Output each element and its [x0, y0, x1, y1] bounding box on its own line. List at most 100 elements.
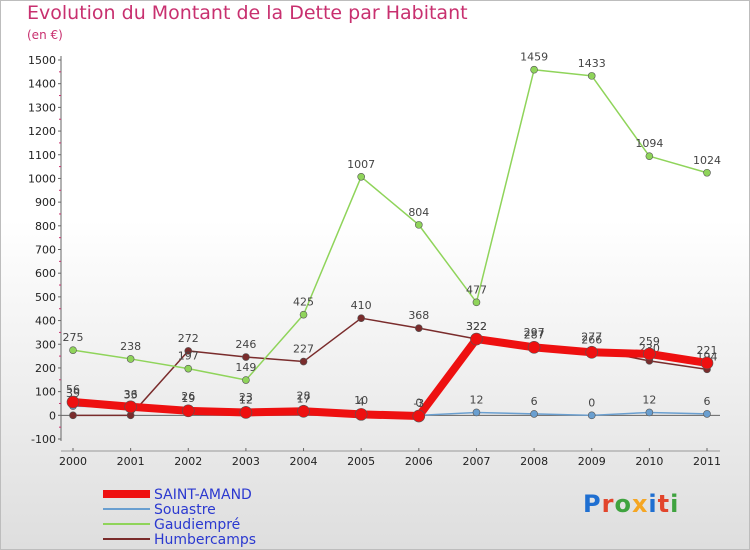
x-tick-label: 2008	[520, 455, 548, 468]
x-tick-label: 2003	[232, 455, 260, 468]
x-tick-label: 2002	[174, 455, 202, 468]
y-tick-label: 1200	[28, 125, 56, 138]
data-label-humbercamps: 322	[466, 320, 487, 333]
y-tick-label: 900	[35, 196, 56, 209]
y-tick-label: 800	[35, 220, 56, 233]
data-point-humbercamps	[415, 324, 423, 332]
data-point-humbercamps	[184, 347, 193, 355]
data-point-gaudiempre	[184, 364, 193, 373]
legend-label-saint-amand: SAINT-AMAND	[154, 487, 252, 503]
data-point-gaudiempre	[415, 221, 423, 229]
data-point-gaudiempre	[126, 355, 135, 363]
data-label-saint-amand: 266	[581, 333, 602, 346]
data-label-humbercamps: 368	[408, 309, 429, 322]
data-point-souastre	[645, 408, 654, 417]
data-point-saint-amand	[643, 347, 656, 361]
data-label-saint-amand: 221	[697, 344, 718, 357]
data-point-saint-amand	[181, 404, 195, 418]
data-label-humbercamps: 246	[235, 338, 256, 351]
data-label-souastre: 12	[469, 393, 483, 406]
data-label-souastre: 12	[642, 393, 656, 406]
data-label-humbercamps: 297	[524, 326, 545, 339]
data-point-saint-amand	[412, 409, 426, 423]
data-label-gaudiempre: 149	[235, 361, 256, 374]
data-point-gaudiempre	[242, 376, 250, 384]
data-label-saint-amand: 56	[66, 383, 80, 396]
logo-letter: i	[670, 490, 680, 518]
logo-letter: r	[601, 490, 615, 518]
legend-label-souastre: Souastre	[154, 502, 216, 518]
data-point-saint-amand	[297, 404, 310, 418]
data-label-souastre: 26	[181, 390, 195, 403]
data-point-souastre	[472, 408, 481, 417]
data-label-gaudiempre: 238	[120, 340, 141, 353]
logo-letter: i	[648, 490, 658, 518]
y-tick-label: 1400	[28, 78, 56, 91]
data-label-souastre: 6	[531, 395, 538, 408]
data-label-saint-amand: 36	[124, 388, 138, 401]
data-point-saint-amand	[66, 395, 80, 409]
data-point-gaudiempre	[69, 346, 77, 354]
x-tick-label: 2005	[347, 455, 375, 468]
data-label-saint-amand: 17	[297, 392, 311, 405]
x-tick-label: 2000	[59, 455, 87, 468]
data-label-gaudiempre: 197	[178, 350, 199, 363]
legend-label-humbercamps: Humbercamps	[154, 532, 256, 548]
legend-label-gaudiempre: Gaudiempré	[154, 517, 240, 533]
data-label-souastre: 0	[588, 396, 595, 409]
data-point-souastre	[530, 410, 538, 418]
data-point-saint-amand	[354, 408, 368, 421]
x-tick-label: 2004	[290, 455, 318, 468]
data-point-gaudiempre	[299, 310, 308, 319]
data-label-saint-amand: 4	[358, 395, 365, 408]
data-point-saint-amand	[527, 341, 541, 354]
y-tick-label: 600	[35, 267, 56, 280]
y-tick-label: 300	[35, 338, 56, 351]
data-label-souastre: 10	[354, 394, 368, 407]
data-point-gaudiempre	[587, 72, 596, 80]
y-tick-label: 1300	[28, 101, 56, 114]
data-point-saint-amand	[585, 346, 599, 359]
logo-letter: P	[583, 490, 602, 518]
data-label-souastre: 23	[239, 391, 253, 404]
y-tick-label: 100	[35, 386, 56, 399]
data-point-gaudiempre	[472, 298, 481, 307]
data-label-souastre: 33	[124, 388, 138, 401]
data-label-gaudiempre: 804	[408, 206, 429, 219]
y-tick-label: 1100	[28, 149, 56, 162]
data-point-humbercamps	[69, 411, 77, 420]
y-tick-label: 1000	[28, 172, 56, 185]
data-label-saint-amand: 322	[466, 320, 487, 333]
logo-letter: o	[614, 490, 632, 518]
data-point-souastre	[587, 411, 596, 420]
data-label-gaudiempre: 477	[466, 283, 487, 296]
x-tick-label: 2010	[635, 455, 663, 468]
proxiti-logo: Proxiti	[583, 490, 679, 518]
data-label-saint-amand: 287	[524, 328, 545, 341]
y-tick-label: 500	[35, 291, 56, 304]
data-point-saint-amand	[124, 400, 137, 414]
data-label-gaudiempre: 1094	[635, 137, 663, 150]
y-tick-label: 0	[49, 409, 56, 422]
data-label-humbercamps: 410	[351, 299, 372, 312]
data-label-gaudiempre: 275	[63, 331, 84, 344]
data-label-humbercamps: 277	[581, 331, 602, 344]
series-line-gaudiempre	[72, 68, 708, 381]
x-tick-label: 2011	[693, 455, 721, 468]
logo-letter: x	[631, 490, 649, 518]
data-label-gaudiempre: 1433	[578, 57, 606, 70]
data-label-souastre: 0	[415, 396, 422, 409]
x-tick-label: 2007	[462, 455, 490, 468]
data-point-souastre	[703, 410, 711, 418]
data-label-humbercamps: 272	[178, 332, 199, 345]
chart-title: Evolution du Montant de la Dette par Hab…	[27, 2, 468, 24]
x-tick-label: 2006	[405, 455, 433, 468]
data-label-saint-amand: 259	[639, 335, 660, 348]
data-label-saint-amand: 12	[239, 393, 253, 406]
data-label-gaudiempre: 425	[293, 296, 314, 309]
series-line-saint-amand	[69, 335, 711, 421]
data-label-saint-amand: 19	[181, 392, 195, 405]
data-point-humbercamps	[357, 314, 365, 322]
